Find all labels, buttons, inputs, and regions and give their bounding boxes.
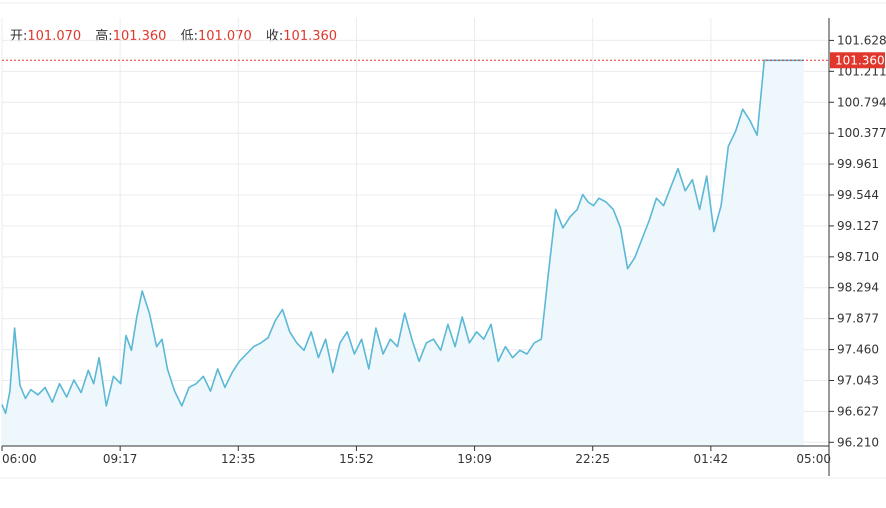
x-tick-label: 19:09 xyxy=(457,452,492,466)
price-line xyxy=(1,59,804,415)
x-tick-label: 15:52 xyxy=(339,452,374,466)
chart-axes xyxy=(2,18,830,476)
y-tick-label: 96.627 xyxy=(837,404,879,418)
y-tick-label: 100.377 xyxy=(837,126,886,140)
x-tick-label: 05:00 xyxy=(796,452,831,466)
x-tick-label: 01:42 xyxy=(694,452,729,466)
x-axis-ticks: 06:00 09:17 12:35 15:52 19:09 22:25 01:42 05:00 xyxy=(1,446,831,466)
last-price-badge-text: 101.360 xyxy=(835,53,885,67)
y-tick-label: 97.877 xyxy=(837,312,879,326)
y-axis-ticks: 101.628101.211100.794100.37799.96199.544… xyxy=(829,33,886,449)
x-tick-label: 12:35 xyxy=(221,452,256,466)
last-price-badge: 101.360 xyxy=(830,52,885,69)
y-tick-label: 99.127 xyxy=(837,219,879,233)
x-tick-label: 22:25 xyxy=(575,452,610,466)
y-tick-label: 96.210 xyxy=(837,435,879,449)
y-tick-label: 99.544 xyxy=(837,188,879,202)
y-tick-label: 97.460 xyxy=(837,343,879,357)
x-tick-label: 09:17 xyxy=(103,452,138,466)
y-tick-label: 101.628 xyxy=(837,33,886,47)
last-price-badge-bg xyxy=(830,52,885,69)
y-tick-label: 98.294 xyxy=(837,281,879,295)
y-tick-label: 97.043 xyxy=(837,374,879,388)
y-tick-label: 100.794 xyxy=(837,95,886,109)
y-tick-label: 98.710 xyxy=(837,250,879,264)
price-area-fill xyxy=(2,60,804,447)
y-tick-label: 99.961 xyxy=(837,157,879,171)
x-tick-label: 06:00 xyxy=(2,452,37,466)
